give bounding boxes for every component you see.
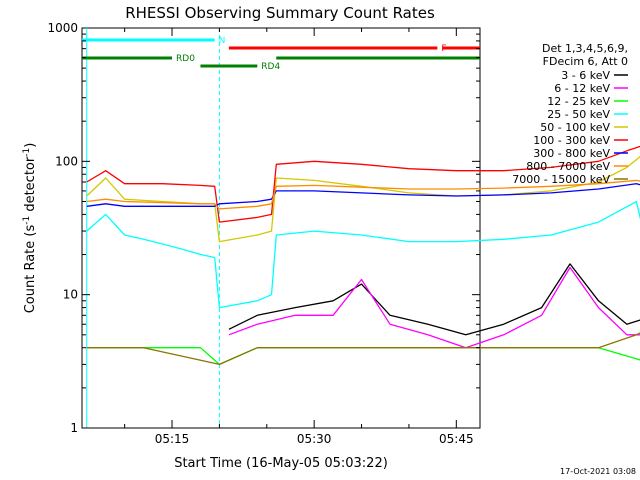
x-tick-label: 05:15 — [155, 432, 190, 446]
y-axis-label-part: Count Rate (s — [23, 225, 38, 314]
flag-label-2: F — [441, 44, 446, 54]
series-line-7 — [86, 183, 640, 207]
y-tick-label: 10 — [63, 288, 78, 302]
series-line-6 — [86, 145, 640, 223]
series-line-2 — [228, 266, 640, 349]
series-line-1 — [228, 263, 640, 336]
y-axis-label: Count Rate (s-1 detector-1) — [22, 143, 38, 314]
series-line-3 — [86, 347, 640, 366]
series-line-5 — [86, 155, 640, 243]
y-tick-label: 1000 — [47, 21, 78, 35]
flag-label-1: N — [219, 36, 226, 46]
y-axis-label-part: ) — [23, 143, 38, 148]
y-tick-label: 1 — [70, 421, 78, 435]
x-tick-label: 05:45 — [439, 432, 474, 446]
series-layer — [86, 145, 640, 366]
legend-label: 800 - 7000 keV — [526, 160, 610, 173]
y-axis: 1 10 100 1000 — [47, 21, 480, 435]
legend-label: 100 - 300 keV — [533, 134, 610, 147]
flag-label-3: RD0 — [176, 54, 195, 64]
legend-label: 12 - 25 keV — [547, 95, 610, 108]
legend-label: 50 - 100 keV — [540, 121, 610, 134]
flags-layer: N F RD0 RD4 — [82, 36, 480, 72]
series-line-8 — [86, 179, 640, 210]
legend-label: 3 - 6 keV — [561, 69, 610, 82]
y-tick-label: 100 — [55, 154, 78, 168]
plot-frame — [81, 27, 481, 429]
y-axis-label-exponent: -1 — [22, 148, 32, 157]
legend-header-line: FDecim 6, Att 0 — [543, 55, 628, 68]
legend-label: 6 - 12 keV — [554, 82, 610, 95]
series-line-4 — [86, 200, 640, 309]
x-tick-label: 05:30 — [297, 432, 332, 446]
y-axis-label-exponent: -1 — [22, 216, 32, 225]
footer-timestamp: 17-Oct-2021 03:08 — [560, 467, 636, 476]
vertical-markers — [86, 28, 220, 428]
legend-label: 300 - 800 keV — [533, 147, 610, 160]
flag-label-4: RD4 — [261, 62, 280, 72]
x-axis-label: Start Time (16-May-05 05:03:22) — [174, 456, 388, 471]
chart-title: RHESSI Observing Summary Count Rates — [125, 4, 435, 22]
legend-header-line: Det 1,3,4,5,6,9, — [542, 42, 628, 55]
legend-label: 7000 - 15000 keV — [512, 173, 610, 186]
y-axis-label-part: detector — [23, 156, 38, 216]
x-axis: 05:15 05:30 05:45 — [124, 28, 474, 446]
series-line-9 — [86, 332, 640, 366]
legend: Det 1,3,4,5,6,9,FDecim 6, Att 03 - 6 keV… — [512, 42, 628, 186]
legend-label: 25 - 50 keV — [547, 108, 610, 121]
